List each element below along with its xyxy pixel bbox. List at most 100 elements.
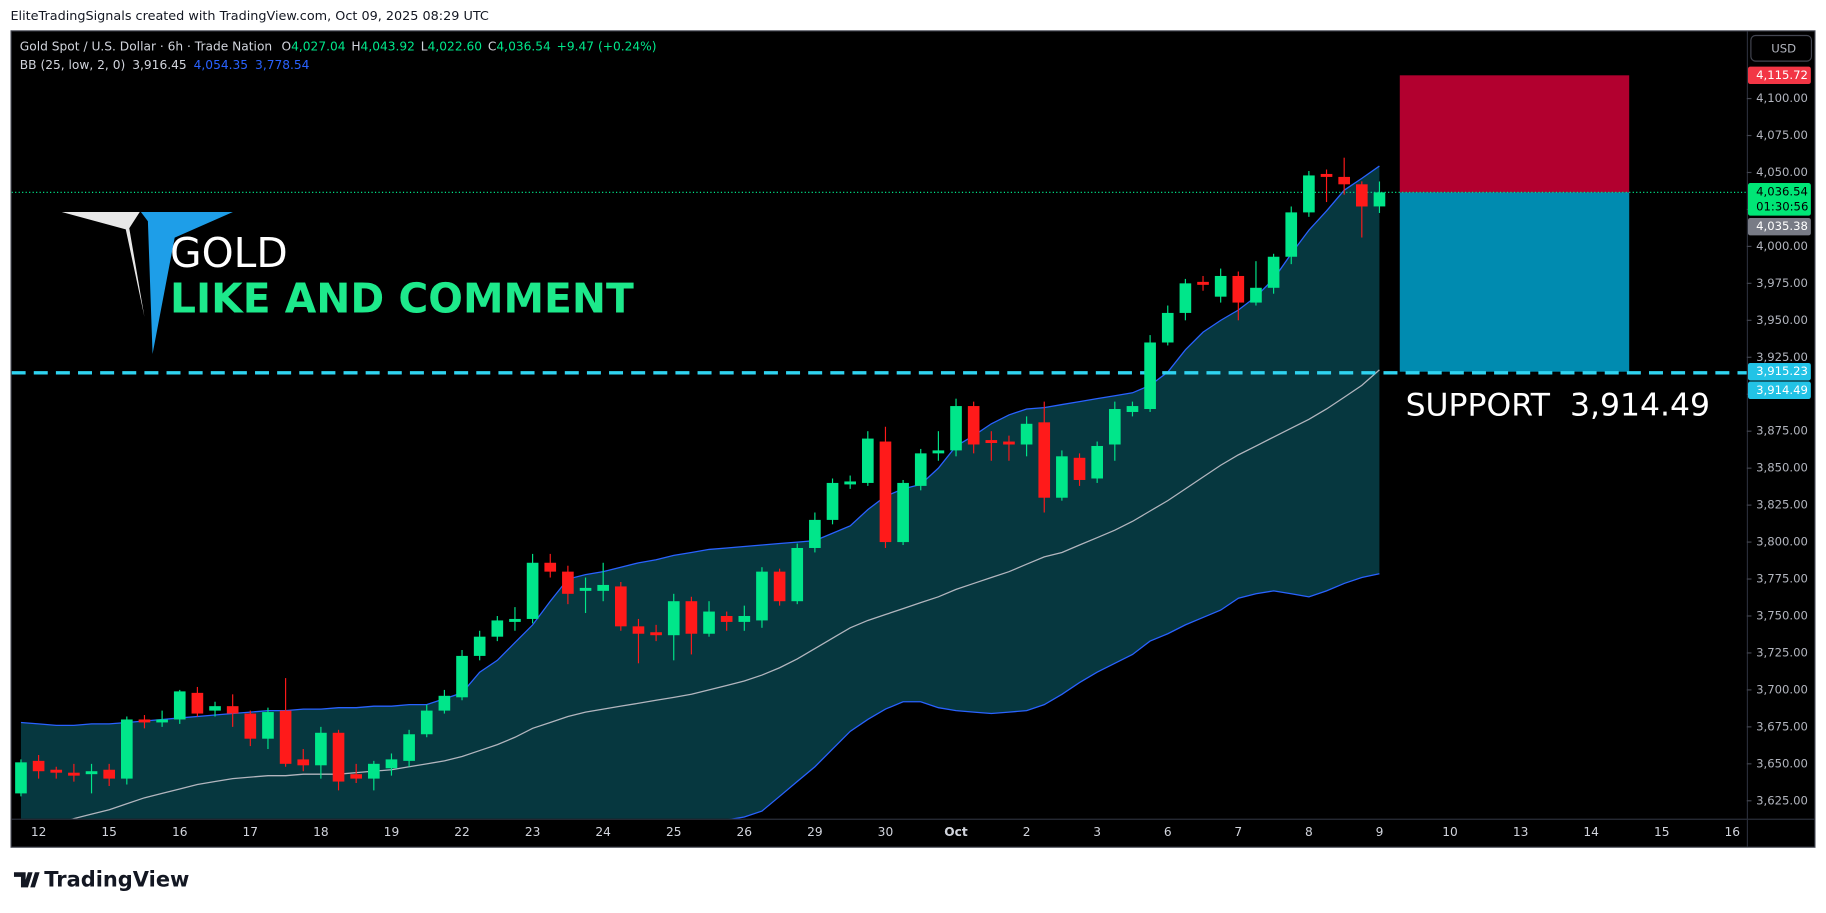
candle-body — [1285, 212, 1298, 257]
x-tick-label: 15 — [101, 825, 117, 839]
x-tick-label: 24 — [595, 825, 611, 839]
x-tick-label: 12 — [31, 825, 47, 839]
candle-body — [332, 732, 345, 782]
price-badge — [1747, 66, 1811, 85]
x-tick-label: 14 — [1583, 825, 1599, 839]
candle-body — [32, 760, 45, 772]
candle-body — [473, 636, 486, 656]
candle-body — [1250, 287, 1262, 303]
candle-body — [191, 692, 204, 714]
y-tick-label: 3,950.00 — [1756, 313, 1808, 327]
candle-body — [1355, 184, 1368, 207]
candle-body — [1056, 456, 1068, 498]
x-tick-label: 16 — [172, 825, 188, 839]
y-tick-label: 4,000.00 — [1756, 239, 1808, 253]
title: GOLD — [170, 229, 288, 277]
candle-body — [103, 769, 115, 779]
candle-body — [703, 611, 715, 634]
candle-body — [1108, 409, 1121, 445]
x-tick-label: 22 — [454, 825, 470, 839]
x-tick-label: 8 — [1305, 825, 1313, 839]
price-countdown: 01:30:56 — [1756, 199, 1808, 213]
price-badge — [1747, 362, 1811, 381]
x-tick-label: 25 — [666, 825, 682, 839]
logo-blue — [140, 211, 233, 355]
candle-body — [1338, 176, 1350, 185]
legend-ohlc-value: 4,036.54 — [496, 39, 551, 53]
candle-body — [438, 695, 451, 711]
candle-body — [120, 719, 133, 779]
legend-bb: BB (25, low, 2, 0) 3,916.45 4,054.35 3,778.… — [20, 58, 310, 72]
candle-body — [1073, 457, 1086, 480]
y-tick-label: 3,975.00 — [1756, 276, 1808, 290]
brand-icon — [13, 872, 40, 888]
brand: TradingView — [44, 867, 189, 891]
bb-fill — [20, 166, 1380, 819]
candle-body — [403, 734, 415, 761]
candle-body — [579, 587, 592, 591]
candle-body — [262, 712, 274, 739]
position-profit — [1399, 75, 1630, 193]
candle-body — [897, 482, 909, 543]
header: EliteTradingSignals created with Trading… — [10, 9, 488, 24]
candle-body — [844, 481, 856, 485]
y-tick-label: 4,075.00 — [1756, 128, 1808, 142]
bb-value: 3,778.54 — [255, 58, 310, 72]
price-badge-label: 3,915.23 — [1756, 364, 1808, 378]
y-tick-label: 3,850.00 — [1756, 461, 1808, 475]
candle-body — [985, 440, 998, 444]
x-tick-label: 30 — [878, 825, 894, 839]
price-badge-label: 3,914.49 — [1756, 383, 1808, 397]
bb-value: 3,916.45 — [132, 58, 186, 72]
bb-value: 4,054.35 — [194, 58, 248, 72]
candle-body — [1144, 342, 1156, 410]
bb-basis — [71, 369, 1380, 819]
candle-body — [1303, 175, 1315, 213]
price-badge-label: 4,115.72 — [1756, 68, 1808, 82]
candle-body — [68, 772, 80, 776]
candle-body — [544, 562, 557, 572]
candle-body — [967, 406, 980, 445]
candle-body — [226, 706, 239, 714]
candle-body — [456, 655, 468, 698]
candle-body — [1161, 312, 1174, 343]
candle-body — [526, 562, 539, 619]
x-tick-label: 26 — [737, 825, 753, 839]
candle-body — [614, 586, 627, 627]
candle-body — [1373, 192, 1386, 207]
candle-body — [315, 732, 327, 766]
candle-body — [1020, 423, 1033, 445]
candle-body — [1179, 283, 1192, 313]
price-badge-label: 4,036.54 — [1756, 184, 1808, 198]
legend-change: +9.47 (+0.24%) — [557, 39, 657, 53]
candle-body — [791, 547, 804, 602]
candle-body — [385, 759, 398, 769]
x-tick-label: 15 — [1654, 825, 1670, 839]
legend-ohlc-label: O — [281, 39, 291, 53]
candle-body — [156, 719, 168, 723]
candle-body — [667, 601, 680, 636]
candle-body — [738, 615, 751, 622]
x-tick-label: 18 — [313, 825, 329, 839]
y-tick-label: 4,050.00 — [1756, 165, 1808, 179]
candle-body — [15, 762, 27, 794]
x-tick-label: 6 — [1164, 825, 1172, 839]
candle-body — [932, 450, 945, 454]
legend-ohlc-value: 4,022.60 — [428, 39, 482, 53]
bb-name: BB (25, low, 2, 0) — [20, 58, 125, 72]
candle-body — [509, 618, 521, 622]
legend-ohlc-value: 4,043.92 — [361, 39, 415, 53]
currency: USD — [1771, 41, 1796, 55]
candle-body — [562, 571, 574, 594]
x-tick-label: 19 — [384, 825, 400, 839]
legend-ohlc-label: C — [488, 39, 497, 53]
x-tick-label: Oct — [944, 825, 968, 839]
x-tick-label: 7 — [1234, 825, 1242, 839]
y-tick-label: 3,650.00 — [1756, 756, 1808, 770]
price-badge — [1747, 183, 1811, 216]
currency-box[interactable] — [1750, 34, 1813, 62]
candle-body — [950, 406, 962, 451]
candle-body — [367, 763, 380, 779]
